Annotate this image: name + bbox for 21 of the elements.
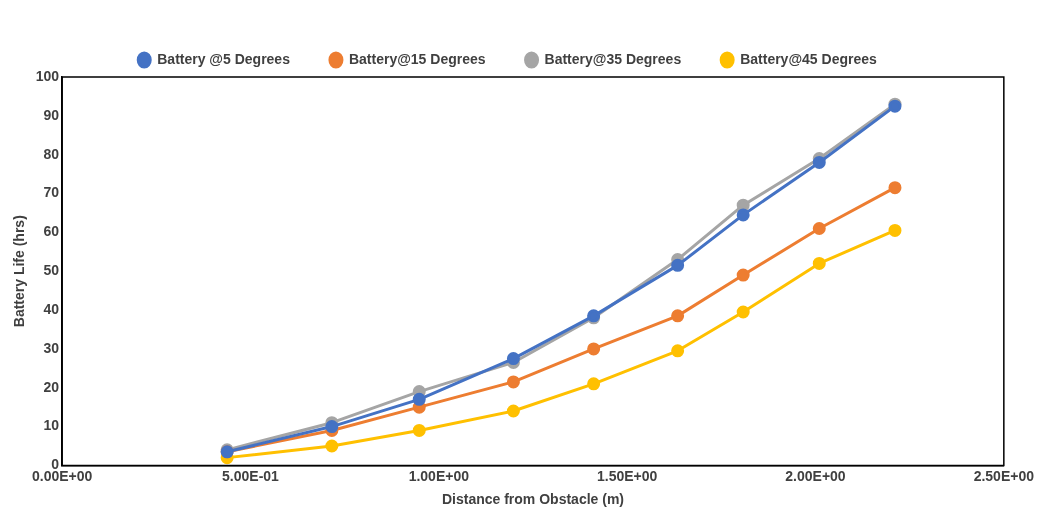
x-axis-title: Distance from Obstacle (m): [441, 491, 625, 508]
y-tick-label: 80: [43, 145, 60, 162]
y-tick-label: 90: [43, 106, 60, 123]
y-tick-label: 40: [43, 300, 60, 317]
y-tick-label: 30: [43, 339, 60, 356]
x-tick-label: 1.50E+00: [596, 467, 658, 484]
y-tick-label: 10: [43, 417, 60, 434]
y-tick-label: 70: [43, 184, 60, 201]
x-tick-label: 2.50E+00: [973, 467, 1035, 484]
y-tick-label: 20: [43, 378, 60, 395]
x-tick-label: 1.00E+00: [408, 467, 470, 484]
x-tick-label: 5.00E-01: [222, 467, 280, 484]
y-axis-title: Battery Life (hrs): [11, 215, 28, 328]
legend-label: Battery@15 Degrees: [348, 50, 486, 67]
y-tick-label: 60: [43, 223, 60, 240]
legend-label: Battery @5 Degrees: [157, 50, 291, 67]
y-tick-label: 50: [43, 262, 60, 279]
legend-label: Battery@35 Degrees: [544, 50, 682, 67]
y-tick-label: 100: [35, 67, 60, 84]
legend-label: Battery@45 Degrees: [740, 50, 877, 67]
x-tick-label: 2.00E+00: [785, 467, 846, 484]
